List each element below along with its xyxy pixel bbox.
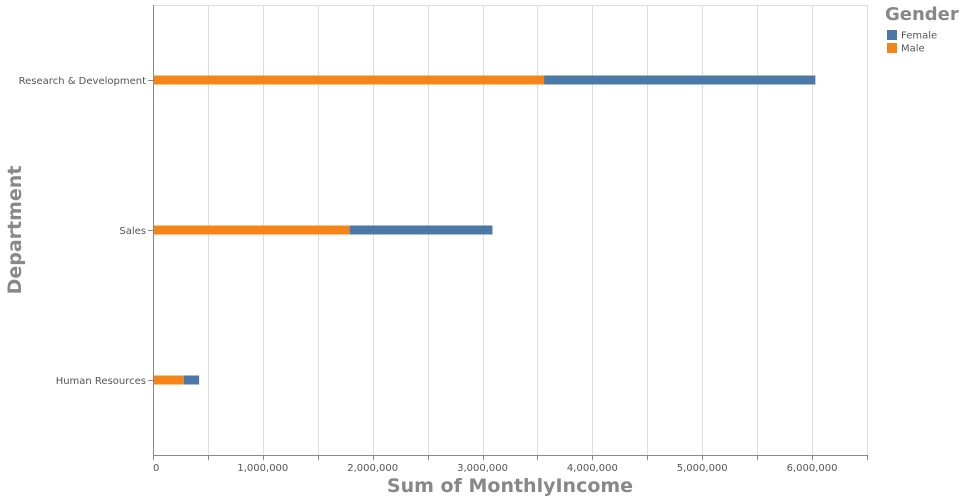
y-tick-label: Research & Development [19,76,146,87]
legend-swatch-female [887,30,897,40]
legend-label-female: Female [901,31,937,42]
axis-layer: 0 1,000,000 2,000,000 3,000,000 4,000,000 5,0… [19,5,868,474]
legend-title: Gender [885,4,959,25]
bar-female-research-development [544,75,816,85]
x-tick-label: 0 [153,463,159,474]
bar-female-human-resources [183,375,200,385]
legend-swatch-male [887,43,897,53]
bar-male-human-resources [153,375,184,385]
x-axis-title: Sum of MonthlyIncome [387,475,633,497]
bar-male-sales [153,225,350,235]
legend: Female Male [887,30,937,55]
y-tick-label: Sales [119,226,146,237]
x-tick-label: 3,000,000 [457,463,508,474]
x-tick-label: 2,000,000 [347,463,398,474]
x-tick-label: 5,000,000 [677,463,728,474]
y-axis-title: Department [4,166,26,295]
x-tick-label: 1,000,000 [237,463,288,474]
legend-label-male: Male [901,44,925,55]
y-tick-label: Human Resources [56,376,146,387]
bar-female-sales [349,225,493,235]
bar-male-research-development [153,75,545,85]
bars-layer [153,75,816,385]
x-tick-label: 6,000,000 [787,463,838,474]
x-tick-label: 4,000,000 [567,463,618,474]
